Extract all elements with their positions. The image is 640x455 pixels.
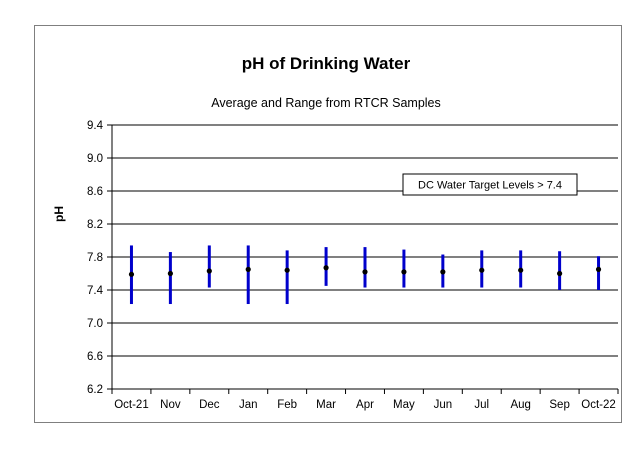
x-tick-label: Aug [510,399,530,411]
x-tick-label: Oct-22 [581,399,616,411]
x-tick-label: Mar [316,399,336,411]
mean-point [284,267,290,273]
x-tick-label: Jul [474,399,489,411]
axes [107,124,619,394]
y-tick-label: 6.2 [87,384,103,396]
x-tick-label: May [393,399,415,411]
chart-title: pH of Drinking Water [242,54,411,73]
x-tick-label: Jan [239,399,258,411]
mean-point [167,270,173,277]
x-tick-label: Dec [199,399,220,411]
y-tick-label: 6.6 [87,351,103,363]
y-tick-label: 7.0 [87,318,103,330]
x-tick-label: Oct-21 [114,399,149,411]
y-tick-label: 9.4 [87,120,104,132]
range-bars [129,245,601,305]
mean-point [595,266,602,272]
mean-point [245,266,251,272]
y-tick-label: 7.4 [87,285,104,297]
x-tick-label: Jun [434,399,453,411]
mean-point [440,269,446,275]
target-annotation: DC Water Target Levels > 7.4 [402,173,578,196]
x-tick-label: Apr [356,399,374,411]
y-tick-labels: 9.4 9.0 8.6 8.2 7.8 7.4 7.0 6.6 6.2 [87,120,104,396]
annotation-box [402,173,578,196]
x-tick-label: Nov [160,399,181,411]
mean-point [323,265,329,271]
mean-point [479,267,485,273]
y-tick-label: 8.6 [87,186,103,198]
x-tick-label: Feb [277,399,297,411]
chart-subtitle: Average and Range from RTCR Samples [211,96,441,110]
x-tick-label: Sep [549,399,569,411]
mean-point [401,269,407,275]
mean-point [206,268,212,274]
mean-points [128,265,602,277]
y-tick-label: 9.0 [87,153,103,165]
mean-point [518,267,524,273]
mean-point [128,271,135,277]
mean-point [557,270,563,277]
mean-point [362,269,368,275]
x-tick-labels: Oct-21 Nov Dec Jan Feb Mar Apr May Jun Jul Aug Sep O… [114,399,616,411]
y-axis-label: pH [52,206,66,222]
y-tick-label: 8.2 [87,219,103,231]
y-tick-label: 7.8 [87,252,103,264]
annotation-text: DC Water Target Levels > 7.4 [418,180,562,192]
